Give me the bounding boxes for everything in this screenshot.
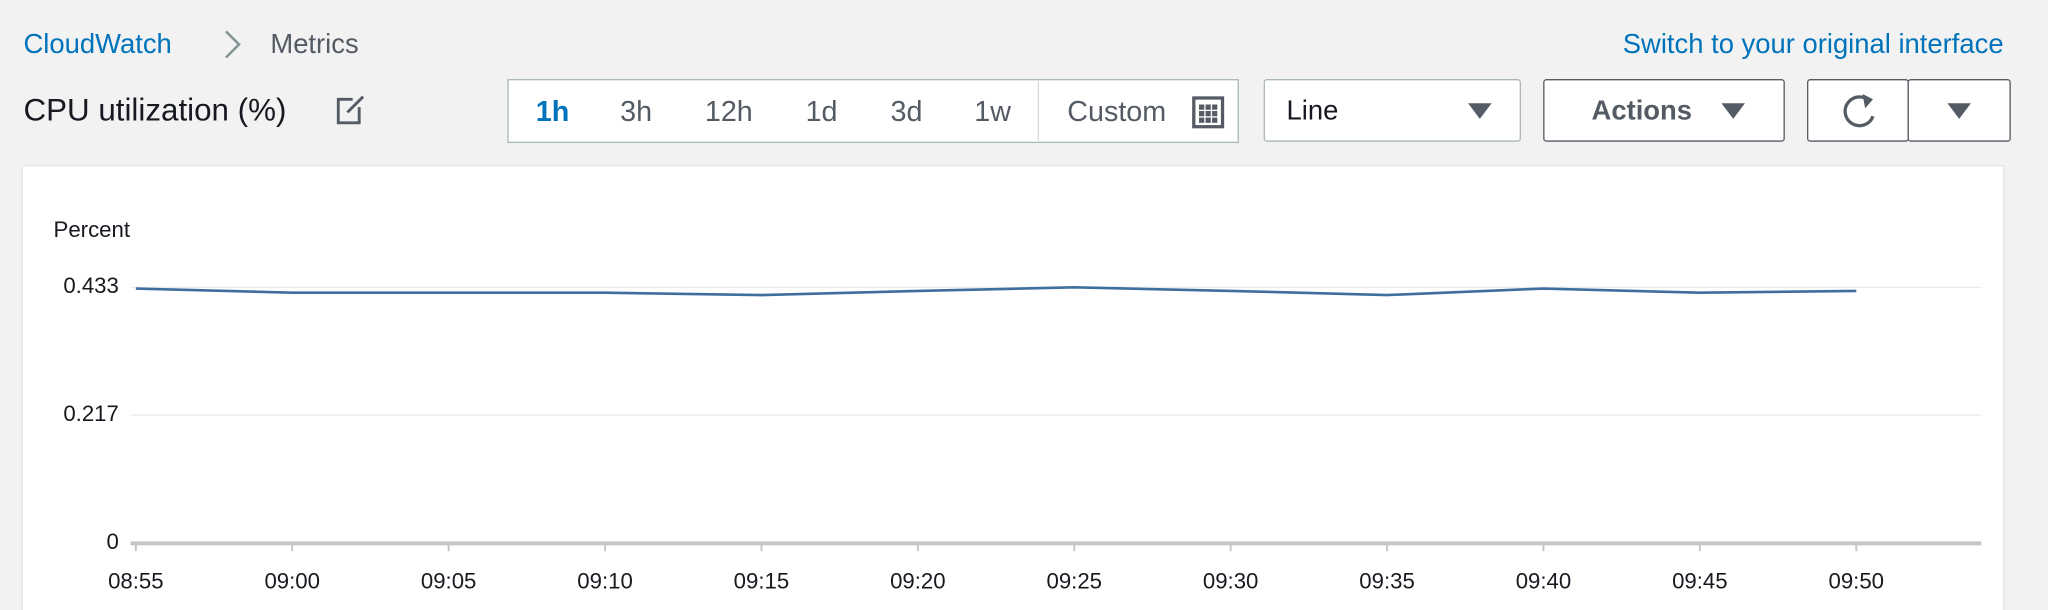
calendar-icon[interactable] [1192, 96, 1225, 129]
y-axis-label: Percent [54, 217, 130, 242]
y-tick-label: 0 [107, 529, 119, 554]
chart-type-select[interactable] [1263, 79, 1521, 142]
time-range-group [507, 79, 1239, 144]
dropdown-arrow [1468, 103, 1492, 119]
x-tick-label: 09:20 [890, 568, 946, 593]
x-tick-label: 09:40 [1516, 568, 1572, 593]
time-range-button[interactable]: 1h [536, 96, 570, 128]
refresh-button[interactable] [1807, 79, 1909, 142]
data-line [135, 286, 1857, 297]
x-tick-label: 09:35 [1359, 568, 1415, 593]
time-range-button[interactable]: 3d [890, 96, 922, 128]
actions-button[interactable] [1543, 79, 1785, 142]
time-range-button[interactable]: 3h [620, 96, 652, 128]
switch-link[interactable]: Switch to your original interface [1623, 28, 2004, 59]
x-tick-label: 09:30 [1203, 568, 1259, 593]
x-tick-label: 09:15 [734, 568, 790, 593]
metric-title: CPU utilization (%) [24, 93, 287, 128]
x-tick-label: 09:25 [1046, 568, 1102, 593]
y-tick-label: 0.217 [63, 401, 119, 426]
x-tick-label: 09:00 [264, 568, 320, 593]
x-tick-label: 08:55 [108, 568, 164, 593]
breadcrumb-separator [225, 30, 241, 59]
time-range-button[interactable]: 1w [974, 96, 1011, 128]
x-tick-label: 09:45 [1672, 568, 1728, 593]
edit-icon[interactable] [336, 95, 365, 125]
refresh-icon-arrow [1862, 94, 1873, 109]
dropdown-arrow [1721, 103, 1745, 119]
time-range-button[interactable]: 1d [806, 96, 838, 128]
x-tick-label: 09:50 [1829, 568, 1885, 593]
y-tick-label: 0.433 [63, 273, 119, 298]
chart-type-value: Line [1287, 95, 1339, 126]
time-range-button[interactable]: 12h [705, 96, 753, 128]
breadcrumb-current: Metrics [270, 28, 358, 59]
chart-panel [21, 165, 2005, 610]
actions-label: Actions [1592, 95, 1693, 126]
dropdown-arrow [1947, 103, 1971, 119]
x-tick-label: 09:10 [577, 568, 633, 593]
custom-range-button[interactable]: Custom [1067, 96, 1166, 128]
breadcrumb-link[interactable]: CloudWatch [24, 28, 172, 59]
x-tick-label: 09:05 [421, 568, 477, 593]
refresh-icon [1843, 95, 1875, 128]
